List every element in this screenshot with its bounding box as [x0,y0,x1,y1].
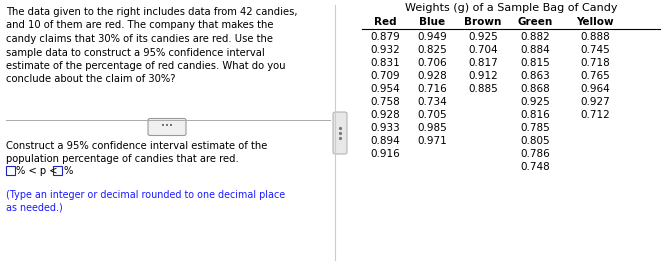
Text: 0.932: 0.932 [370,45,400,55]
FancyBboxPatch shape [53,166,62,175]
Text: 0.954: 0.954 [370,84,400,94]
Text: 0.964: 0.964 [580,84,610,94]
Text: 0.716: 0.716 [417,84,447,94]
Text: 0.831: 0.831 [370,58,400,68]
Text: The data given to the right includes data from 42 candies,: The data given to the right includes dat… [6,7,298,17]
Text: 0.928: 0.928 [417,71,447,81]
Text: 0.916: 0.916 [370,149,400,159]
Text: 0.868: 0.868 [520,84,550,94]
Text: 0.758: 0.758 [370,97,400,107]
Text: population percentage of candies that are red.: population percentage of candies that ar… [6,154,239,164]
Text: (Type an integer or decimal rounded to one decimal place: (Type an integer or decimal rounded to o… [6,190,285,200]
Text: 0.705: 0.705 [417,110,447,120]
Text: 0.925: 0.925 [468,32,498,42]
Text: 0.709: 0.709 [370,71,400,81]
Text: %: % [63,166,73,176]
Text: 0.879: 0.879 [370,32,400,42]
Text: conclude about the claim of 30%?: conclude about the claim of 30%? [6,74,175,85]
Text: 0.706: 0.706 [417,58,447,68]
Text: 0.912: 0.912 [468,71,498,81]
Text: 0.815: 0.815 [520,58,550,68]
Text: 0.888: 0.888 [580,32,610,42]
Text: % < p <: % < p < [16,166,58,176]
Text: 0.817: 0.817 [468,58,498,68]
Text: 0.949: 0.949 [417,32,447,42]
Text: 0.927: 0.927 [580,97,610,107]
Text: 0.718: 0.718 [580,58,610,68]
Text: 0.985: 0.985 [417,123,447,133]
Text: 0.882: 0.882 [520,32,550,42]
Text: •••: ••• [161,123,173,130]
Text: estimate of the percentage of red candies. What do you: estimate of the percentage of red candie… [6,61,286,71]
Text: 0.933: 0.933 [370,123,400,133]
Text: 0.816: 0.816 [520,110,550,120]
Text: and 10 of them are red. The company that makes the: and 10 of them are red. The company that… [6,20,274,30]
Text: 0.765: 0.765 [580,71,610,81]
Text: Yellow: Yellow [576,17,614,27]
Text: 0.712: 0.712 [580,110,610,120]
FancyBboxPatch shape [333,112,347,154]
Text: Blue: Blue [419,17,445,27]
Text: 0.785: 0.785 [520,123,550,133]
Text: sample data to construct a 95% confidence interval: sample data to construct a 95% confidenc… [6,47,265,58]
Text: Brown: Brown [464,17,502,27]
Text: 0.925: 0.925 [520,97,550,107]
Text: 0.825: 0.825 [417,45,447,55]
Text: 0.786: 0.786 [520,149,550,159]
Text: 0.884: 0.884 [520,45,550,55]
Text: 0.748: 0.748 [520,162,550,172]
Text: Weights (g) of a Sample Bag of Candy: Weights (g) of a Sample Bag of Candy [405,3,618,13]
Text: 0.885: 0.885 [468,84,498,94]
FancyBboxPatch shape [148,118,186,135]
FancyBboxPatch shape [6,166,15,175]
Text: 0.863: 0.863 [520,71,550,81]
Text: 0.745: 0.745 [580,45,610,55]
Text: candy claims that 30% of its candies are red. Use the: candy claims that 30% of its candies are… [6,34,273,44]
Text: Green: Green [517,17,552,27]
Text: 0.971: 0.971 [417,136,447,146]
Text: Construct a 95% confidence interval estimate of the: Construct a 95% confidence interval esti… [6,141,267,151]
Text: 0.734: 0.734 [417,97,447,107]
Text: as needed.): as needed.) [6,202,62,212]
Text: Red: Red [374,17,396,27]
Text: 0.928: 0.928 [370,110,400,120]
Text: 0.805: 0.805 [520,136,550,146]
Text: 0.894: 0.894 [370,136,400,146]
Text: 0.704: 0.704 [468,45,498,55]
